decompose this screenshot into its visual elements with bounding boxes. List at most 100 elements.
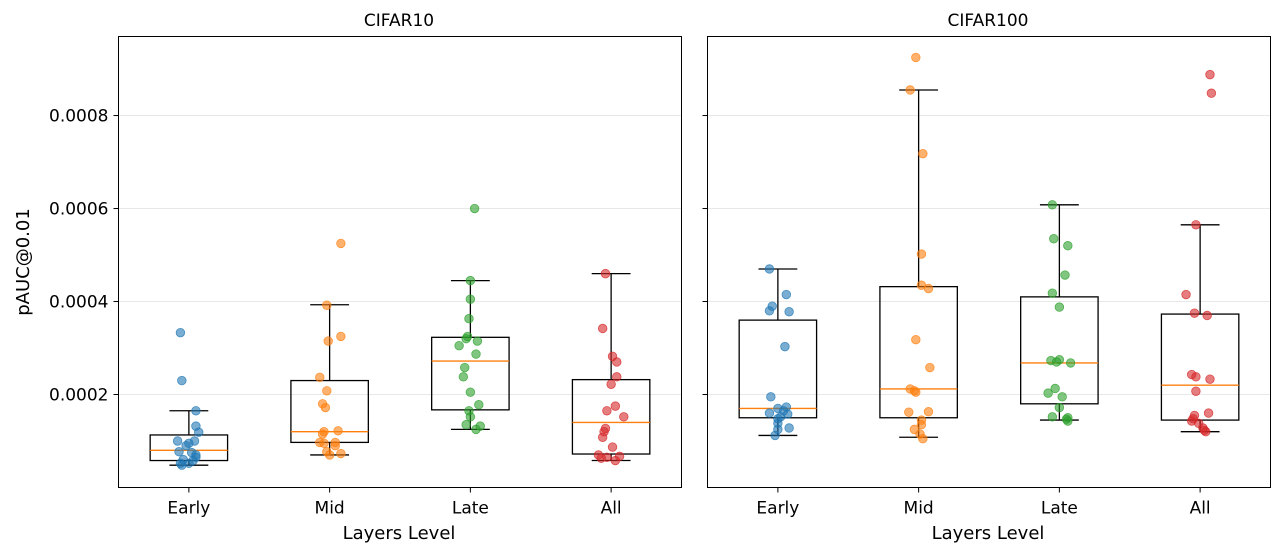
point-1-0-10	[764, 408, 775, 418]
point-0-1-4	[315, 372, 325, 383]
box-0-2	[431, 336, 510, 411]
point-1-1-11	[923, 407, 934, 417]
point-0-1-8	[333, 426, 343, 436]
point-1-0-0	[764, 264, 775, 274]
point-0-1-5	[322, 386, 332, 396]
point-0-0-2	[191, 406, 201, 416]
point-0-2-17	[471, 424, 481, 435]
point-0-0-1	[177, 375, 187, 386]
point-1-2-4	[1047, 288, 1058, 298]
point-1-1-3	[916, 249, 927, 259]
point-1-2-12	[1057, 392, 1067, 402]
point-0-3-7	[602, 406, 612, 416]
panel-title-cifar100: CIFAR100	[948, 11, 1029, 31]
point-1-0-5	[780, 341, 790, 352]
x-axis-label-cifar100: Layers Level	[932, 523, 1045, 544]
y-tick-label-3: 0.0008	[49, 107, 108, 127]
point-0-3-8	[619, 412, 629, 422]
point-1-3-9	[1191, 386, 1201, 396]
point-0-0-17	[177, 460, 187, 470]
box-1-0	[738, 319, 818, 419]
y-tick-label-2: 0.0006	[49, 200, 108, 220]
point-1-2-14	[1047, 412, 1058, 422]
point-0-2-5	[461, 334, 471, 344]
panel-title-cifar10: CIFAR10	[364, 11, 434, 31]
point-1-0-6	[766, 392, 776, 402]
x-tick-label-0-0: Early	[167, 499, 210, 519]
point-1-0-1	[781, 289, 792, 300]
y-tick-label-1: 0.0004	[49, 293, 108, 313]
point-0-2-1	[465, 275, 476, 286]
point-1-1-10	[911, 387, 921, 397]
x-tick-label-0-3: All	[601, 499, 622, 519]
point-0-2-3	[464, 314, 474, 324]
point-0-3-11	[597, 432, 608, 442]
point-0-2-15	[461, 420, 471, 430]
point-0-1-10	[317, 429, 328, 439]
point-1-1-2	[918, 148, 928, 159]
point-0-3-6	[610, 401, 621, 411]
point-1-0-15	[784, 423, 794, 433]
point-1-3-17	[1201, 427, 1211, 437]
point-0-0-9	[174, 446, 184, 457]
point-0-1-13	[319, 438, 329, 449]
point-0-2-12	[474, 400, 484, 410]
point-1-0-4	[784, 307, 794, 317]
x-tick-label-0-2: Late	[452, 499, 489, 519]
box-0-1	[290, 379, 369, 444]
x-tick-label-1-1: Mid	[904, 499, 934, 519]
point-1-2-11	[1043, 388, 1053, 398]
point-0-2-9	[460, 362, 470, 373]
point-0-0-4	[194, 427, 204, 437]
point-0-0-0	[175, 327, 186, 338]
point-1-3-3	[1181, 289, 1191, 300]
point-0-2-6	[472, 336, 483, 346]
point-1-1-12	[904, 407, 914, 417]
point-0-2-0	[469, 203, 480, 214]
x-tick-label-1-3: All	[1190, 499, 1211, 519]
point-0-2-10	[458, 372, 469, 382]
point-1-2-9	[1065, 358, 1076, 368]
box-1-3	[1160, 313, 1240, 421]
axes-frame-1	[707, 36, 1271, 488]
y-axis-label: pAUC@0.01	[13, 208, 34, 316]
point-1-3-5	[1202, 310, 1212, 321]
axes-frame-0	[118, 36, 682, 488]
point-1-2-8	[1051, 357, 1062, 367]
point-1-2-1	[1049, 234, 1059, 244]
point-1-2-3	[1060, 270, 1070, 280]
point-1-2-10	[1050, 383, 1060, 394]
x-axis-label-cifar10: Layers Level	[343, 523, 456, 544]
point-1-1-6	[911, 334, 921, 345]
point-1-2-5	[1054, 302, 1065, 312]
y-tick-label-0: 0.0002	[49, 386, 108, 406]
point-0-3-12	[607, 442, 618, 452]
point-0-0-8	[181, 440, 191, 451]
point-0-1-1	[322, 300, 332, 310]
point-1-2-13	[1054, 402, 1065, 413]
point-1-1-17	[918, 433, 928, 444]
point-0-1-7	[320, 402, 331, 413]
point-0-3-5	[606, 379, 616, 389]
point-1-3-7	[1191, 372, 1201, 382]
point-0-0-5	[172, 436, 183, 446]
point-0-1-16	[336, 448, 346, 459]
point-1-1-1	[905, 85, 915, 95]
point-1-1-5	[923, 283, 934, 294]
point-0-3-17	[610, 455, 621, 466]
point-0-3-3	[612, 357, 622, 367]
point-1-3-10	[1203, 408, 1214, 418]
x-tick-label-1-2: Late	[1041, 499, 1078, 519]
point-1-2-2	[1063, 241, 1073, 251]
point-0-2-11	[465, 387, 476, 397]
point-1-0-17	[770, 430, 780, 441]
point-1-1-7	[925, 362, 935, 373]
point-1-1-0	[911, 52, 921, 63]
point-0-3-4	[612, 372, 622, 382]
point-0-2-8	[471, 349, 481, 359]
point-0-3-16	[596, 453, 606, 463]
point-0-1-0	[336, 238, 346, 249]
point-1-2-17	[1063, 416, 1073, 426]
